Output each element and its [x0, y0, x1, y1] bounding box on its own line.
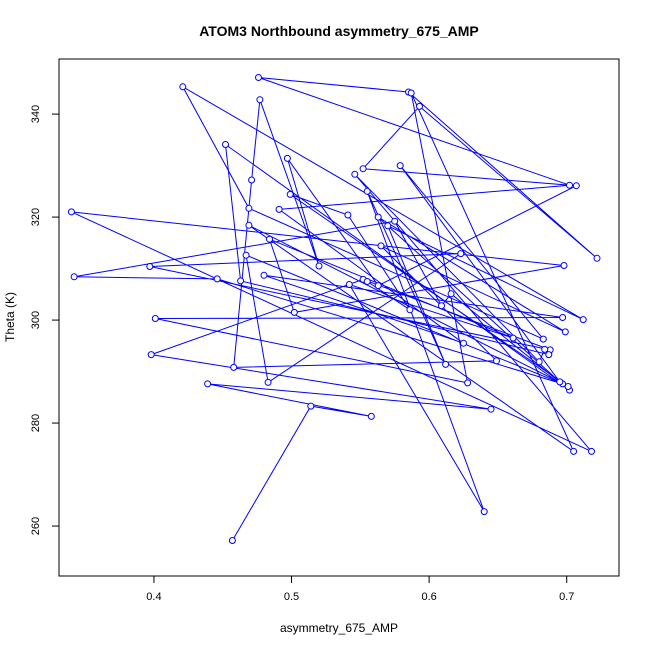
x-axis: 0.4 0.5 0.6 0.7	[146, 575, 574, 603]
data-point	[416, 102, 423, 110]
data-point	[367, 412, 375, 420]
y-tick-label: 260	[30, 517, 42, 535]
data-point	[561, 328, 569, 336]
data-point	[487, 405, 495, 413]
data-point	[572, 182, 580, 190]
data-point	[396, 162, 404, 170]
y-tick-label: 300	[30, 311, 42, 329]
data-point	[406, 306, 414, 314]
data-point	[245, 204, 253, 212]
data-point	[535, 358, 543, 366]
data-point	[315, 262, 323, 270]
data-point	[464, 379, 472, 387]
data-point	[570, 447, 578, 455]
data-point	[248, 176, 256, 184]
data-point	[545, 351, 553, 359]
y-tick-label: 280	[30, 414, 42, 432]
x-tick-label: 0.6	[421, 591, 436, 603]
data-point	[384, 222, 392, 230]
data-point	[566, 181, 573, 189]
data-point	[374, 282, 382, 290]
data-point	[560, 262, 568, 269]
data-point	[245, 221, 253, 229]
data-point	[67, 208, 75, 216]
data-point	[345, 281, 353, 288]
data-point	[266, 235, 273, 243]
series-1	[67, 74, 601, 544]
data-point	[307, 402, 315, 410]
data-point	[344, 211, 352, 219]
y-axis: 260 280 300 320 340	[30, 105, 60, 535]
data-point	[493, 357, 500, 365]
data-point	[290, 308, 298, 316]
data-point	[457, 250, 465, 258]
data-point	[593, 254, 601, 262]
data-point	[260, 271, 268, 279]
data-point	[242, 251, 250, 259]
data-point	[147, 351, 155, 359]
data-point	[228, 537, 236, 544]
data-point	[374, 213, 382, 221]
data-point	[213, 275, 221, 283]
data-point	[146, 263, 154, 270]
data-point	[588, 447, 595, 455]
data-point	[391, 217, 399, 225]
x-axis-label: asymmetry_675_AMP	[280, 621, 398, 635]
data-point	[539, 335, 547, 343]
data-point	[264, 378, 272, 386]
data-point	[151, 315, 159, 322]
data-point	[480, 508, 488, 516]
y-tick-label: 340	[30, 105, 42, 123]
data-point	[70, 273, 78, 281]
data-point	[377, 242, 385, 250]
data-point	[283, 154, 291, 162]
data-point	[256, 96, 264, 104]
data-point	[363, 278, 371, 285]
data-point	[460, 339, 467, 347]
data-point	[509, 334, 517, 342]
data-point	[351, 170, 359, 178]
x-tick-label: 0.7	[559, 591, 574, 603]
data-point	[204, 380, 212, 388]
data-point	[447, 290, 455, 298]
data-point	[179, 83, 187, 91]
data-point	[275, 205, 283, 213]
data-point	[255, 74, 262, 81]
y-tick-label: 320	[30, 208, 42, 226]
data-point	[230, 363, 238, 371]
data-point	[541, 345, 549, 353]
y-axis-label: Theta (K)	[3, 292, 17, 342]
data-point	[407, 89, 415, 97]
chart-title: ATOM3 Northbound asymmetry_675_AMP	[199, 23, 479, 39]
data-point	[286, 190, 294, 198]
data-point	[359, 165, 367, 173]
data-point	[438, 302, 445, 310]
x-tick-label: 0.5	[284, 591, 299, 603]
data-point	[442, 360, 450, 368]
data-point	[559, 314, 567, 321]
x-tick-label: 0.4	[146, 591, 161, 603]
data-point	[556, 378, 564, 386]
data-point	[579, 316, 587, 324]
data-point	[222, 141, 229, 148]
data-point	[564, 383, 572, 390]
data-point	[363, 187, 371, 195]
data-point	[237, 277, 245, 285]
